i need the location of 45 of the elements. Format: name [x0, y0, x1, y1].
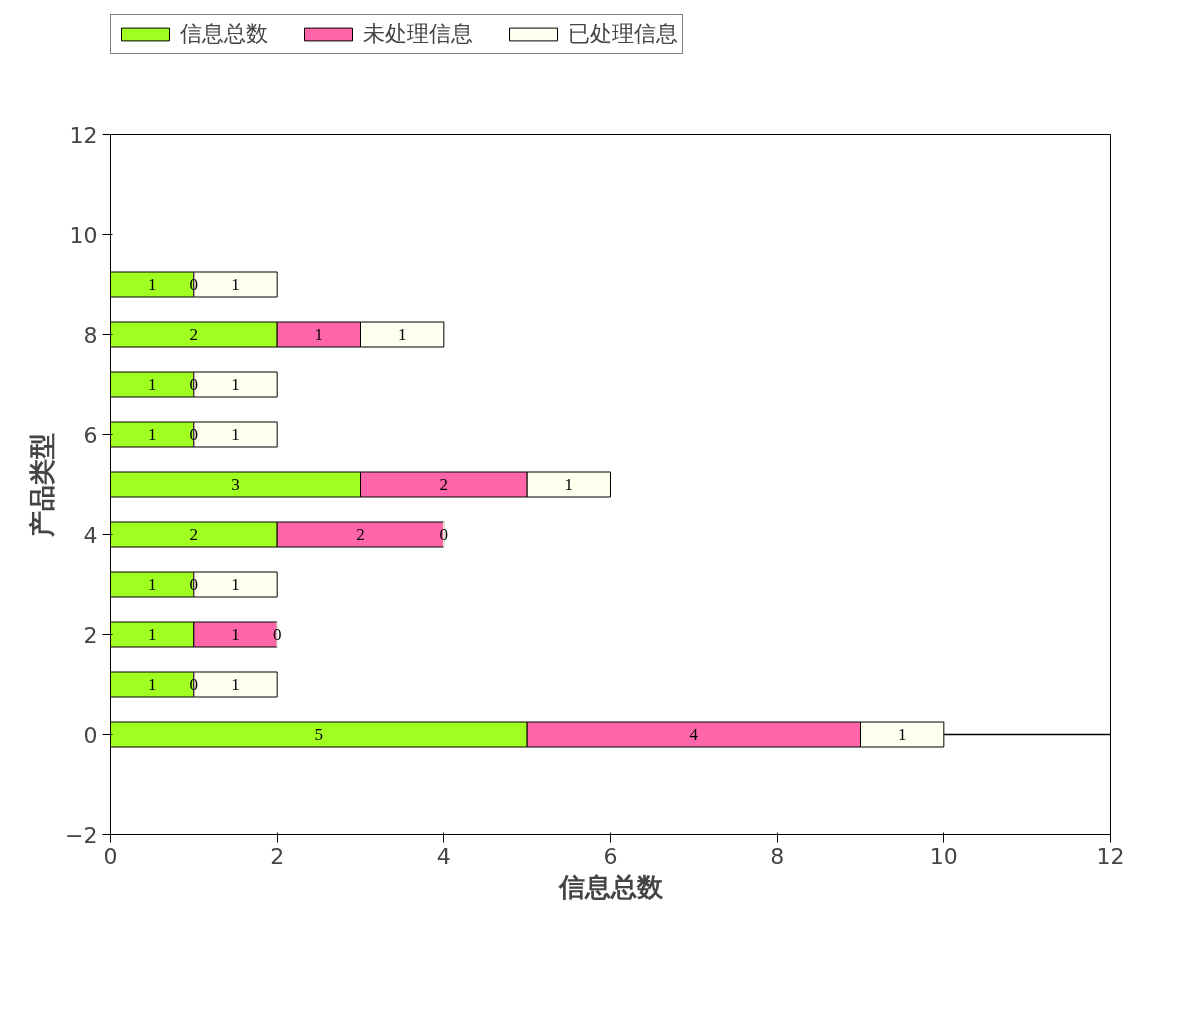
y-tick-label: 4	[83, 522, 98, 548]
x-tick-label: 4	[436, 843, 451, 869]
data-label: 1	[231, 575, 240, 594]
y-tick-label: 8	[83, 322, 98, 348]
data-label: 1	[231, 675, 240, 694]
x-tick-label: 12	[1096, 843, 1125, 869]
data-label: 1	[147, 625, 157, 644]
y-tick-label: 10	[69, 222, 98, 248]
data-label: 1	[147, 575, 157, 594]
data-label: 4	[689, 725, 699, 744]
data-label: 1	[564, 475, 574, 494]
data-label: 1	[231, 275, 240, 294]
data-label: 0	[272, 625, 282, 644]
x-tick-label: 6	[603, 843, 618, 869]
x-tick-label: 10	[929, 843, 958, 869]
data-label: 2	[439, 475, 449, 494]
y-tick-label: 2	[83, 622, 98, 648]
y-tick-label: 0	[83, 722, 98, 748]
legend-label: 已处理信息	[568, 20, 678, 48]
data-label: 1	[147, 375, 157, 394]
x-axis-title: 信息总数	[557, 871, 664, 902]
data-label: 1	[147, 275, 157, 294]
x-tick-label: 2	[270, 843, 285, 869]
y-axis-title: 产品类型	[27, 432, 58, 538]
data-label: 1	[147, 675, 157, 694]
data-label: 5	[314, 725, 324, 744]
legend-label: 未处理信息	[363, 20, 473, 48]
data-label: 0	[439, 525, 449, 544]
x-tick-label: 8	[770, 843, 785, 869]
data-label: 1	[231, 425, 240, 444]
x-tick-label: 0	[103, 843, 118, 869]
data-label: 1	[147, 425, 157, 444]
data-label: 2	[356, 525, 365, 544]
data-label: 1	[314, 325, 324, 344]
data-label: 2	[189, 525, 199, 544]
data-label: 2	[189, 325, 199, 344]
data-label: 1	[897, 725, 907, 744]
y-tick-label: 6	[83, 422, 98, 448]
data-label: 1	[231, 625, 240, 644]
data-label: 1	[397, 325, 407, 344]
y-tick-label: 12	[69, 122, 98, 148]
data-label: 3	[231, 475, 240, 494]
data-label: 1	[231, 375, 240, 394]
legend-label: 信息总数	[180, 20, 268, 48]
y-tick-label: −2	[65, 822, 98, 848]
